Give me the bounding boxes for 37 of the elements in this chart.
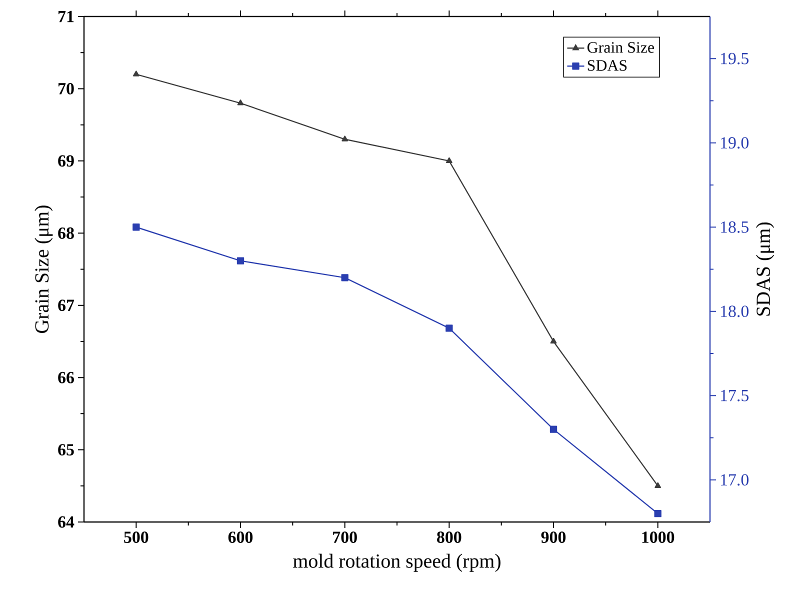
point [446,157,452,164]
y2-tick-label: 18.5 [721,221,749,233]
x-tick-label: 700 [333,532,357,543]
point [341,274,348,282]
y-tick-label: 67 [58,300,74,312]
x-tick-label: 800 [437,532,462,543]
x-tick-label: 1000 [642,532,674,543]
y-tick-label: 64 [58,516,74,528]
point [550,338,557,344]
point [236,257,244,264]
point [654,510,662,518]
y-axis-title: Grain Size (μm) [34,206,53,333]
legend-label: Grain Size [587,42,654,53]
point [550,426,558,433]
point [654,482,662,488]
y-tick-label: 66 [58,372,74,384]
x-tick-label: 900 [541,532,566,543]
y-tick-label: 65 [58,444,74,456]
x-tick-label: 600 [228,532,253,543]
point [132,70,140,76]
y2-tick-label: 19.5 [721,52,749,64]
point [342,136,348,142]
x-tick-label: 500 [124,532,148,543]
y2-tick-label: 17.5 [721,390,749,402]
legend-label: SDAS [588,60,627,71]
point [237,100,244,106]
point [446,324,453,332]
y2-tick-label: 18.0 [721,306,749,318]
y2-axis-title: SDAS (μm) [756,222,774,316]
y2-tick-label: 19.0 [721,137,749,149]
y2-tick-label: 17.0 [721,474,749,486]
y-tick-label: 69 [58,155,74,167]
x-axis-title: mold rotation speed (rpm) [293,554,500,572]
point [132,224,140,231]
y-tick-label: 68 [58,227,74,239]
y-tick-label: 71 [58,10,74,22]
y-tick-label: 70 [58,83,74,94]
